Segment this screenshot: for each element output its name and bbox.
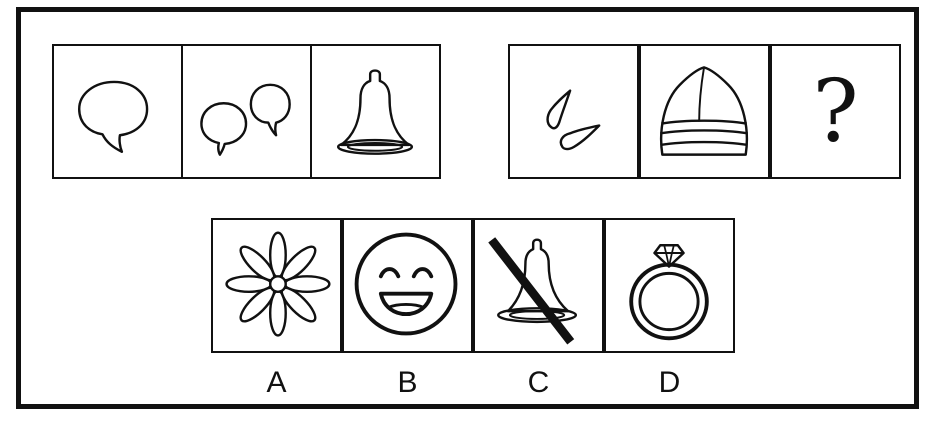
puzzle-frame (16, 7, 919, 409)
option-a-cell[interactable] (211, 218, 342, 353)
question-mark: ? (812, 61, 859, 162)
option-b-label[interactable]: B (397, 366, 418, 399)
two-speech-bubbles-icon (200, 83, 291, 156)
smiling-face-icon (354, 232, 458, 336)
knit-hat-icon (659, 66, 749, 156)
option-b-cell[interactable] (342, 218, 473, 353)
group2-cell-3: ? (770, 44, 901, 179)
group2-cell-1 (508, 44, 639, 179)
bell-icon (336, 69, 414, 155)
group2-cell-2 (639, 44, 770, 179)
group1-cell-2 (181, 44, 312, 179)
flower-icon (225, 231, 331, 337)
option-c-label[interactable]: C (527, 366, 550, 399)
option-a-label[interactable]: A (266, 366, 287, 399)
group1-cell-3 (310, 44, 441, 179)
speech-bubble-icon (77, 80, 149, 153)
two-drops-icon (546, 89, 601, 151)
diamond-ring-icon (629, 244, 709, 341)
option-d-cell[interactable] (604, 218, 735, 353)
option-d-label[interactable]: D (658, 366, 681, 399)
option-c-cell[interactable] (473, 218, 604, 353)
crossed-out-bell-icon (488, 237, 578, 345)
group1-cell-1 (52, 44, 183, 179)
